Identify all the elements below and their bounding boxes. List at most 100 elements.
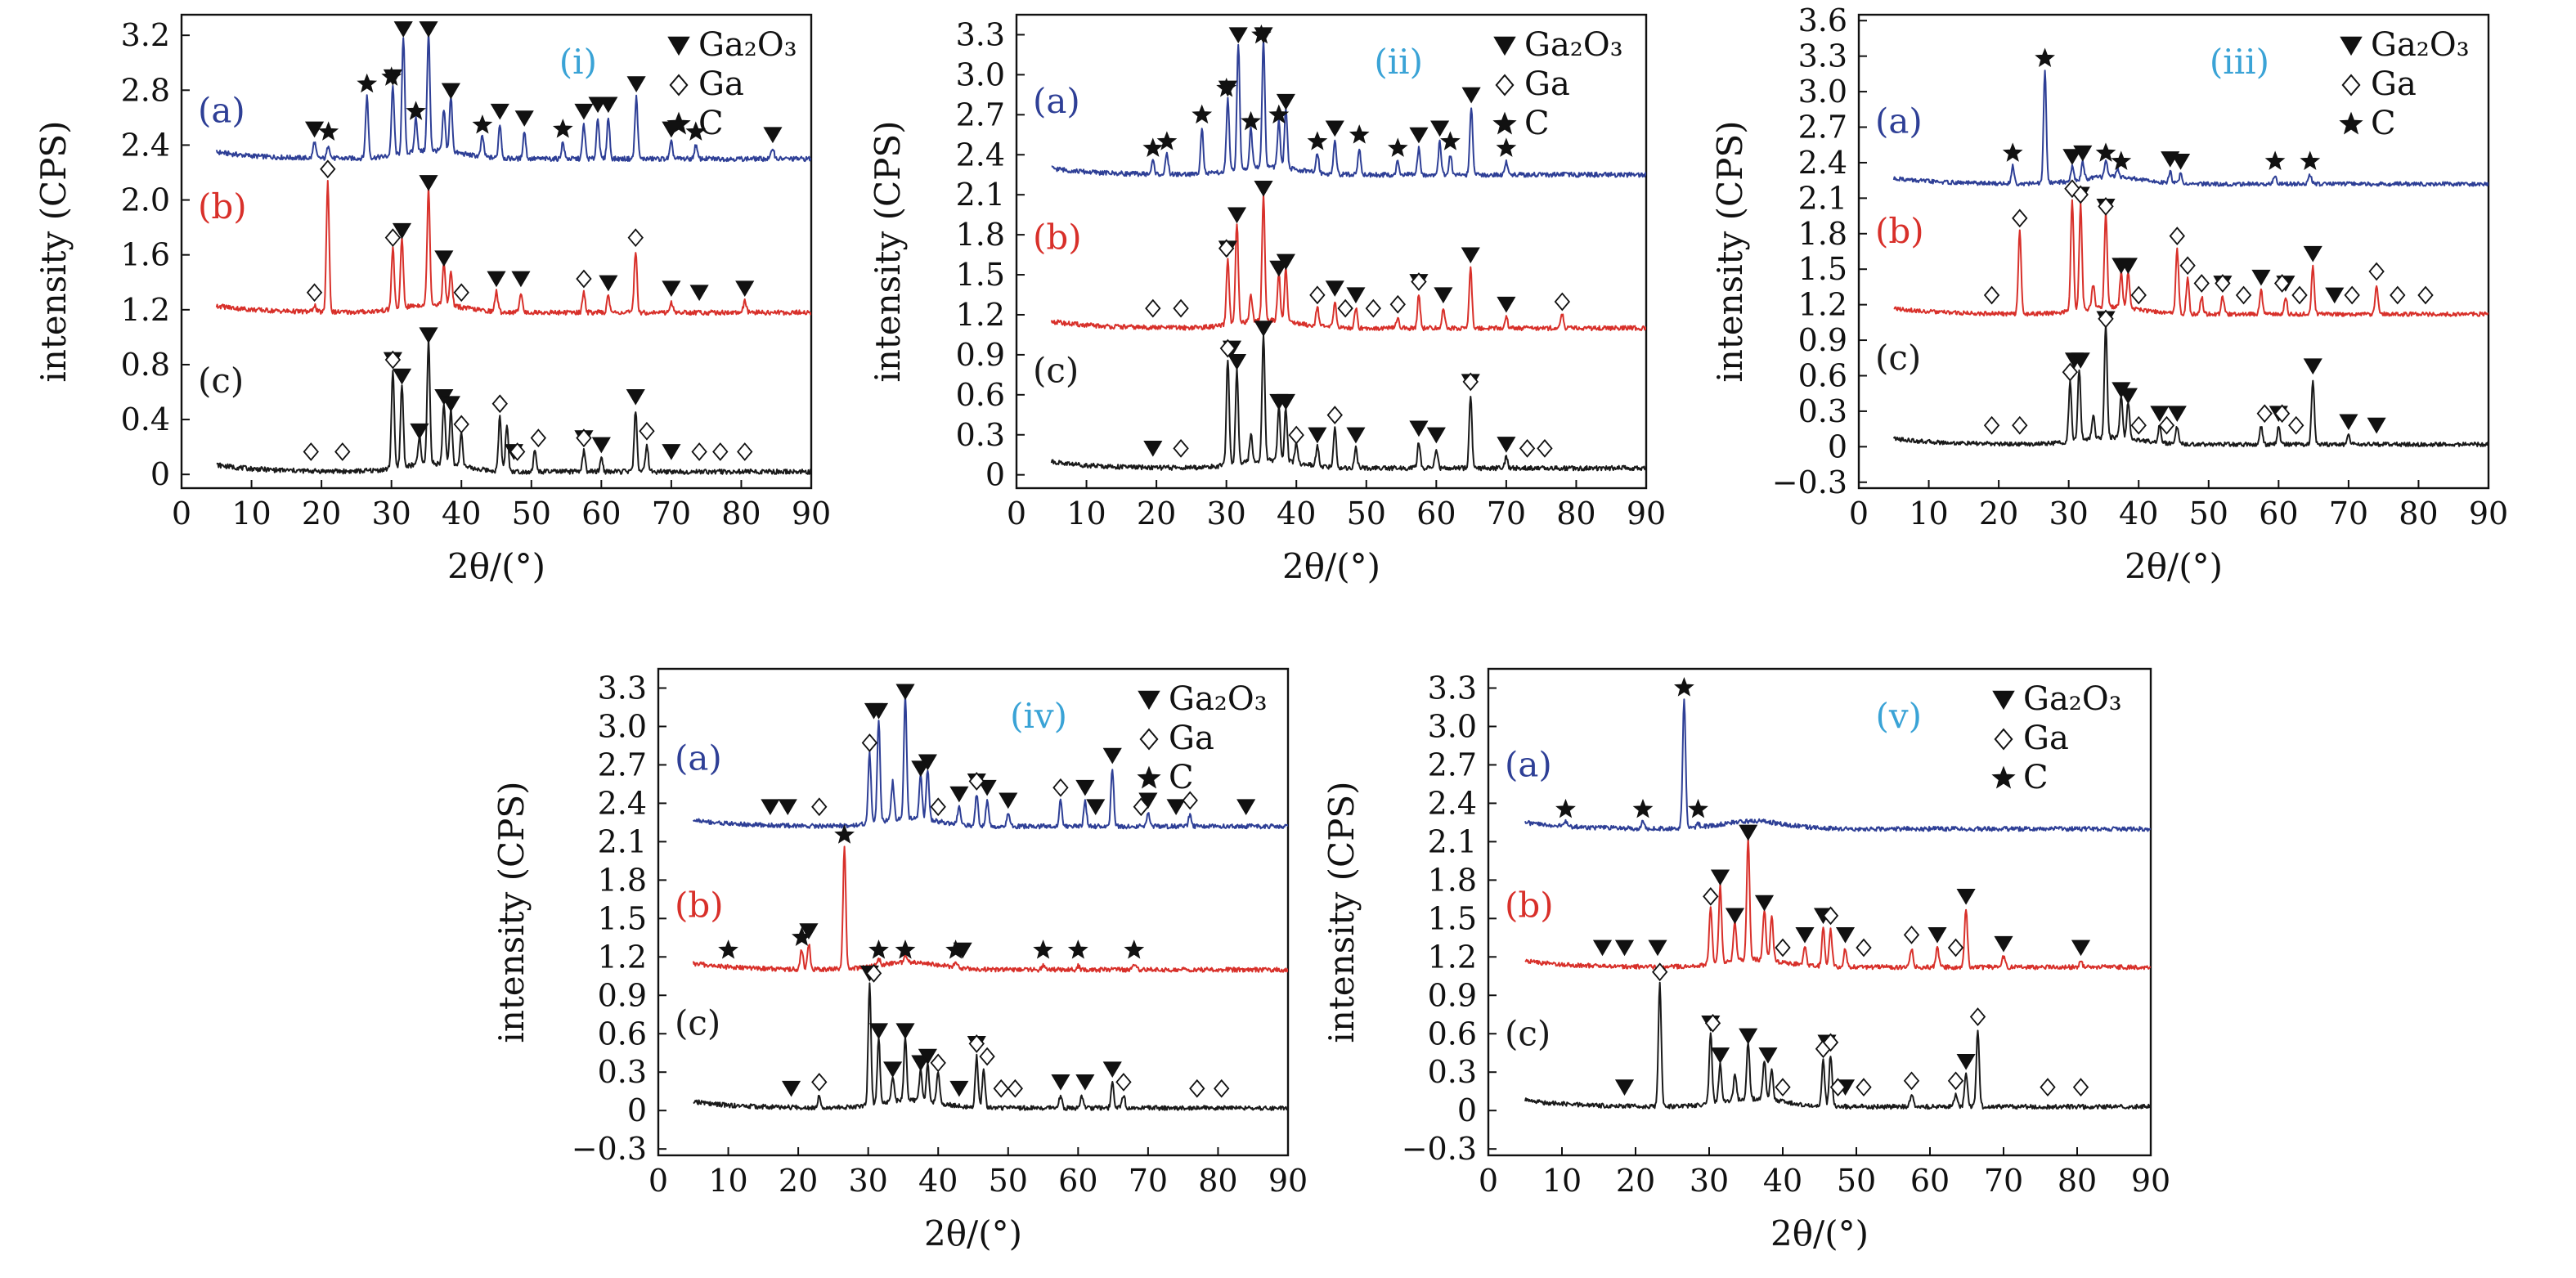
legend-diamond-marker	[1139, 728, 1159, 751]
peak-marker-c	[1440, 131, 1461, 150]
peak-marker-ga2o3	[591, 437, 611, 454]
peak-marker-ga2o3	[1228, 27, 1248, 44]
y-tick-label: 2.4	[121, 127, 170, 163]
peak-marker-ga	[2169, 226, 2185, 245]
x-tick-label: 90	[1627, 496, 1666, 531]
peak-marker-ga	[2040, 1078, 2056, 1097]
y-axis-label: intensity (CPS)	[491, 781, 532, 1043]
panel-label: (iv)	[1010, 696, 1067, 736]
peak-marker-ga	[2012, 209, 2028, 228]
x-tick-label: 10	[1909, 496, 1948, 531]
peak-marker-c	[381, 66, 402, 86]
peak-marker-ga2o3	[1075, 779, 1095, 796]
peak-marker-c	[718, 939, 738, 959]
peak-marker-ga2o3	[2303, 245, 2322, 262]
x-tick-label: 50	[2189, 496, 2228, 531]
y-tick-label: 0.3	[1428, 1054, 1477, 1090]
peak-marker-ga2o3	[419, 21, 438, 38]
peak-marker-ga	[1173, 298, 1189, 318]
peak-marker-ga	[1554, 292, 1571, 312]
peak-marker-ga2o3	[514, 110, 534, 127]
x-tick-label: 80	[721, 496, 761, 531]
x-tick-label: 80	[1556, 496, 1595, 531]
peak-marker-ga	[2179, 256, 2196, 276]
peak-marker-c	[1142, 137, 1164, 157]
legend-diamond-marker	[1994, 728, 2013, 751]
peak-marker-ga	[1389, 294, 1406, 314]
peak-marker-ga2o3	[2118, 388, 2138, 405]
peak-marker-ga2o3	[1956, 1053, 1976, 1070]
peak-marker-ga2o3	[1086, 799, 1106, 816]
peak-marker-ga	[2288, 415, 2304, 435]
peak-marker-ga2o3	[1426, 427, 1446, 444]
y-tick-label: 1.2	[121, 292, 170, 328]
legend-label: C	[1169, 759, 1194, 796]
y-tick-label: 0	[985, 457, 1005, 493]
y-tick-label: 2.1	[598, 823, 647, 859]
peak-marker-ga2o3	[419, 327, 438, 344]
peak-marker-ga	[2235, 285, 2252, 305]
peak-marker-ga2o3	[1075, 1074, 1095, 1091]
peak-marker-ga2o3	[1434, 287, 1453, 304]
series-label-c: (c)	[1505, 1013, 1551, 1053]
peak-marker-ga	[1214, 1078, 1230, 1098]
series-group	[1050, 38, 1646, 472]
series-line-a	[692, 694, 1288, 830]
x-tick-label: 70	[1129, 1163, 1168, 1199]
peak-marker-ga	[1947, 938, 1964, 957]
peak-marker-ga2o3	[393, 21, 413, 38]
x-axis-label: 2θ/(°)	[1282, 546, 1380, 586]
peak-marker-ga2o3	[392, 368, 412, 385]
peak-marker-ga2o3	[761, 799, 780, 816]
x-axis-label: 2θ/(°)	[2125, 546, 2223, 586]
peak-marker-ga	[1182, 791, 1198, 810]
y-tick-label: 1.8	[956, 217, 1005, 253]
peak-marker-ga2o3	[1051, 1074, 1070, 1091]
peak-marker-c	[1216, 77, 1237, 97]
legend-label: Ga	[1524, 65, 1570, 103]
x-tick-label: 90	[792, 496, 831, 531]
x-tick-label: 0	[1479, 1163, 1498, 1199]
peak-marker-ga2o3	[1276, 93, 1295, 110]
panel-label: (iii)	[2210, 42, 2269, 82]
peak-marker-ga2o3	[1614, 939, 1635, 957]
legend-label: Ga₂O₃	[2371, 26, 2470, 64]
peak-marker-ga	[384, 350, 402, 370]
peak-marker-ga2o3	[1227, 353, 1247, 370]
peak-marker-ga	[2291, 285, 2308, 305]
y-tick-label: 0.9	[1798, 322, 1847, 358]
y-tick-label: 1.8	[1428, 862, 1477, 898]
peak-marker-ga2o3	[1138, 792, 1158, 809]
peak-marker-ga	[453, 283, 469, 303]
peak-marker-ga2o3	[1739, 1028, 1758, 1045]
y-tick-label: 0	[627, 1092, 647, 1128]
peak-marker-ga	[2344, 285, 2360, 305]
peak-marker-ga	[2273, 404, 2291, 424]
y-axis-label: intensity (CPS)	[1710, 120, 1750, 382]
peak-marker-ga2o3	[2118, 258, 2138, 275]
peak-marker-ga2o3	[304, 121, 325, 138]
y-tick-label: 3.0	[598, 708, 647, 744]
peak-marker-ga2o3	[599, 96, 618, 114]
legend-star-marker	[1991, 765, 2016, 789]
peak-marker-ga2o3	[441, 83, 460, 100]
peak-marker-ga2o3	[895, 1023, 915, 1040]
peak-marker-c	[1156, 131, 1178, 150]
peak-marker-c	[685, 121, 707, 141]
peak-marker-ga	[2193, 274, 2210, 293]
y-tick-label: 1.2	[598, 939, 647, 975]
peak-marker-c	[945, 939, 966, 959]
y-tick-label: 0.3	[598, 1054, 647, 1090]
peak-marker-ga2o3	[2071, 939, 2091, 957]
legend-diamond-marker	[2341, 74, 2361, 96]
y-tick-label: 2.7	[598, 747, 647, 782]
peak-marker-ga2o3	[918, 754, 937, 771]
legend-label: C	[698, 105, 724, 142]
x-tick-label: 50	[1347, 496, 1386, 531]
peak-marker-c	[2095, 142, 2116, 162]
peak-marker-ga	[979, 1047, 995, 1066]
series-line-c	[1892, 323, 2488, 447]
peak-marker-c	[1688, 798, 1708, 818]
peak-marker-ga2o3	[1497, 296, 1516, 313]
